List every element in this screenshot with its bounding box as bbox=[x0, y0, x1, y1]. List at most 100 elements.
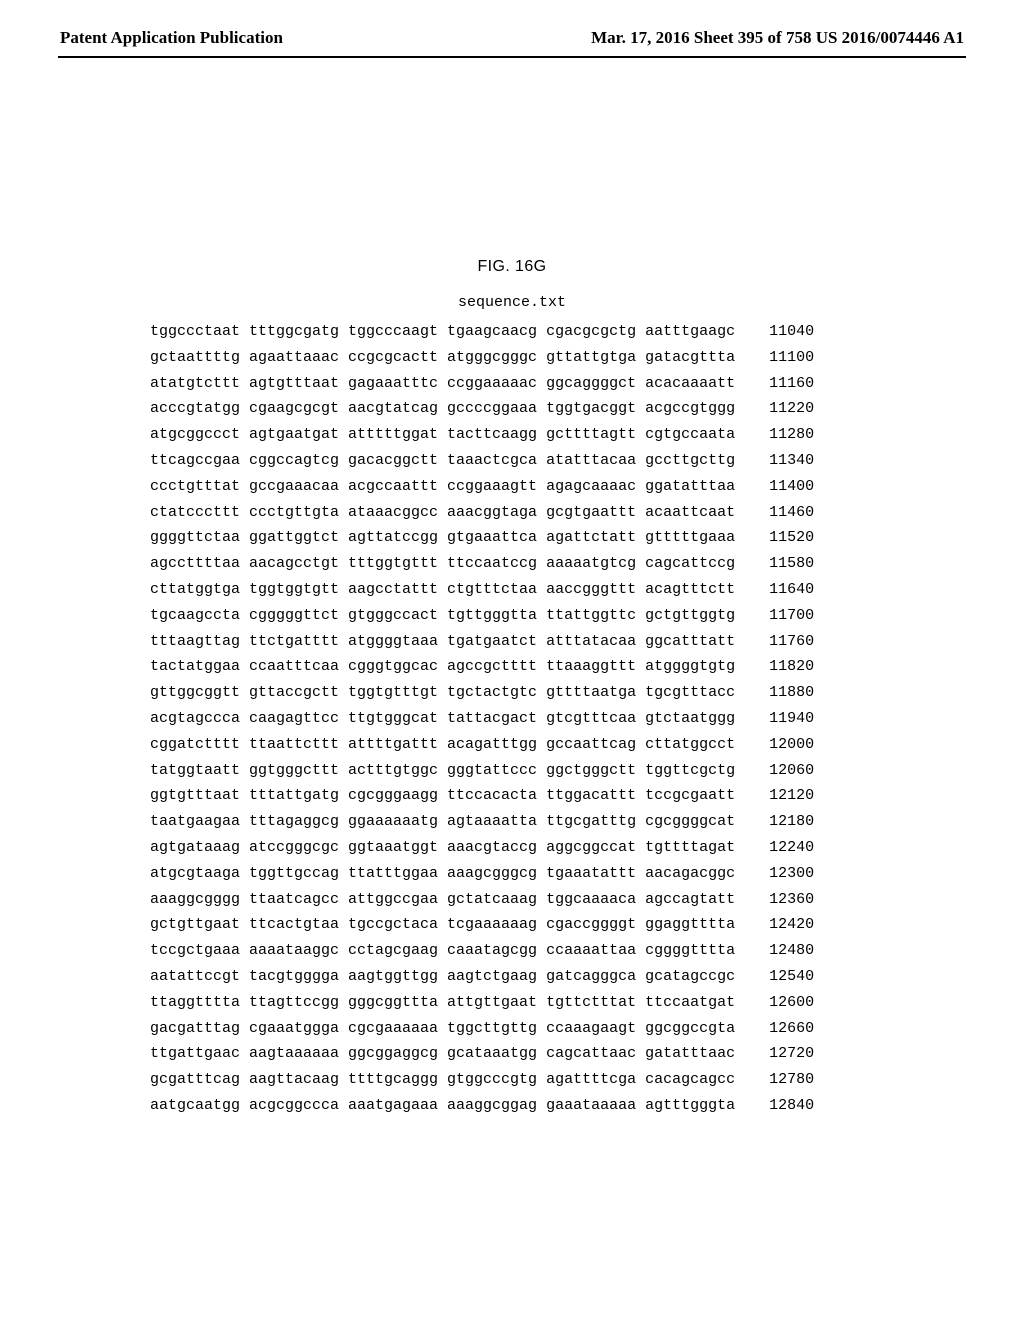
sequence-row: ttaggtttta ttagttccgg gggcggttta attgttg… bbox=[150, 990, 1024, 1016]
page-header: Patent Application Publication Mar. 17, … bbox=[0, 0, 1024, 56]
sequence-text: gcgatttcag aagttacaag ttttgcaggg gtggccc… bbox=[150, 1067, 735, 1093]
sequence-position: 11700 bbox=[769, 603, 814, 629]
sequence-text: aaaggcgggg ttaatcagcc attggccgaa gctatca… bbox=[150, 887, 735, 913]
sequence-text: cttatggtga tggtggtgtt aagcctattt ctgtttc… bbox=[150, 577, 735, 603]
sequence-row: cggatctttt ttaattcttt attttgattt acagatt… bbox=[150, 732, 1024, 758]
sequence-row: taatgaagaa tttagaggcg ggaaaaaatg agtaaaa… bbox=[150, 809, 1024, 835]
figure-subtitle: sequence.txt bbox=[0, 294, 1024, 311]
sequence-row: ctatcccttt ccctgttgta ataaacggcc aaacggt… bbox=[150, 500, 1024, 526]
sequence-position: 12360 bbox=[769, 887, 814, 913]
sequence-position: 11340 bbox=[769, 448, 814, 474]
sequence-text: gacgatttag cgaaatggga cgcgaaaaaa tggcttg… bbox=[150, 1016, 735, 1042]
sequence-text: ggtgtttaat tttattgatg cgcgggaagg ttccaca… bbox=[150, 783, 735, 809]
sequence-text: tggccctaat tttggcgatg tggcccaagt tgaagca… bbox=[150, 319, 735, 345]
sequence-text: taatgaagaa tttagaggcg ggaaaaaatg agtaaaa… bbox=[150, 809, 735, 835]
sequence-position: 12180 bbox=[769, 809, 814, 835]
sequence-text: cggatctttt ttaattcttt attttgattt acagatt… bbox=[150, 732, 735, 758]
sequence-text: tgcaagccta cgggggttct gtgggccact tgttggg… bbox=[150, 603, 735, 629]
sequence-row: aaaggcgggg ttaatcagcc attggccgaa gctatca… bbox=[150, 887, 1024, 913]
sequence-row: ttcagccgaa cggccagtcg gacacggctt taaactc… bbox=[150, 448, 1024, 474]
sequence-position: 12660 bbox=[769, 1016, 814, 1042]
sequence-row: agccttttaa aacagcctgt tttggtgttt ttccaat… bbox=[150, 551, 1024, 577]
sequence-position: 12720 bbox=[769, 1041, 814, 1067]
sequence-position: 11040 bbox=[769, 319, 814, 345]
sequence-text: ttcagccgaa cggccagtcg gacacggctt taaactc… bbox=[150, 448, 735, 474]
sequence-text: tttaagttag ttctgatttt atggggtaaa tgatgaa… bbox=[150, 629, 735, 655]
sequence-row: tactatggaa ccaatttcaa cgggtggcac agccgct… bbox=[150, 654, 1024, 680]
sequence-text: gttggcggtt gttaccgctt tggtgtttgt tgctact… bbox=[150, 680, 735, 706]
sequence-row: tgcaagccta cgggggttct gtgggccact tgttggg… bbox=[150, 603, 1024, 629]
sequence-row: tggccctaat tttggcgatg tggcccaagt tgaagca… bbox=[150, 319, 1024, 345]
sequence-position: 12120 bbox=[769, 783, 814, 809]
sequence-row: gacgatttag cgaaatggga cgcgaaaaaa tggcttg… bbox=[150, 1016, 1024, 1042]
sequence-row: tatggtaatt ggtgggcttt actttgtggc gggtatt… bbox=[150, 758, 1024, 784]
sequence-text: acccgtatgg cgaagcgcgt aacgtatcag gccccgg… bbox=[150, 396, 735, 422]
sequence-position: 11220 bbox=[769, 396, 814, 422]
sequence-text: gctgttgaat ttcactgtaa tgccgctaca tcgaaaa… bbox=[150, 912, 735, 938]
sequence-position: 12600 bbox=[769, 990, 814, 1016]
sequence-position: 11160 bbox=[769, 371, 814, 397]
sequence-text: agtgataaag atccgggcgc ggtaaatggt aaacgta… bbox=[150, 835, 735, 861]
sequence-text: agccttttaa aacagcctgt tttggtgttt ttccaat… bbox=[150, 551, 735, 577]
sequence-position: 12420 bbox=[769, 912, 814, 938]
sequence-text: atgcgtaaga tggttgccag ttatttggaa aaagcgg… bbox=[150, 861, 735, 887]
sequence-text: aatattccgt tacgtgggga aagtggttgg aagtctg… bbox=[150, 964, 735, 990]
sequence-text: ctatcccttt ccctgttgta ataaacggcc aaacggt… bbox=[150, 500, 735, 526]
figure-title: FIG. 16G bbox=[0, 258, 1024, 276]
sequence-position: 12540 bbox=[769, 964, 814, 990]
sequence-position: 11820 bbox=[769, 654, 814, 680]
sequence-position: 12780 bbox=[769, 1067, 814, 1093]
sequence-position: 12240 bbox=[769, 835, 814, 861]
sequence-text: ttgattgaac aagtaaaaaa ggcggaggcg gcataaa… bbox=[150, 1041, 735, 1067]
sequence-row: tttaagttag ttctgatttt atggggtaaa tgatgaa… bbox=[150, 629, 1024, 655]
header-divider bbox=[58, 56, 966, 58]
sequence-position: 11520 bbox=[769, 525, 814, 551]
sequence-position: 12300 bbox=[769, 861, 814, 887]
sequence-position: 11460 bbox=[769, 500, 814, 526]
sequence-row: gcgatttcag aagttacaag ttttgcaggg gtggccc… bbox=[150, 1067, 1024, 1093]
sequence-row: agtgataaag atccgggcgc ggtaaatggt aaacgta… bbox=[150, 835, 1024, 861]
sequence-row: ttgattgaac aagtaaaaaa ggcggaggcg gcataaa… bbox=[150, 1041, 1024, 1067]
sequence-position: 11640 bbox=[769, 577, 814, 603]
sequence-text: gctaattttg agaattaaac ccgcgcactt atgggcg… bbox=[150, 345, 735, 371]
sequence-row: acccgtatgg cgaagcgcgt aacgtatcag gccccgg… bbox=[150, 396, 1024, 422]
sequence-position: 11280 bbox=[769, 422, 814, 448]
sequence-row: acgtagccca caagagttcc ttgtgggcat tattacg… bbox=[150, 706, 1024, 732]
sequence-row: atgcggccct agtgaatgat atttttggat tacttca… bbox=[150, 422, 1024, 448]
sequence-text: tatggtaatt ggtgggcttt actttgtggc gggtatt… bbox=[150, 758, 735, 784]
sequence-position: 12060 bbox=[769, 758, 814, 784]
header-left: Patent Application Publication bbox=[60, 28, 283, 48]
sequence-position: 12480 bbox=[769, 938, 814, 964]
sequence-position: 12000 bbox=[769, 732, 814, 758]
sequence-text: ttaggtttta ttagttccgg gggcggttta attgttg… bbox=[150, 990, 735, 1016]
sequence-row: atatgtcttt agtgtttaat gagaaatttc ccggaaa… bbox=[150, 371, 1024, 397]
sequence-text: atatgtcttt agtgtttaat gagaaatttc ccggaaa… bbox=[150, 371, 735, 397]
sequence-row: aatgcaatgg acgcggccca aaatgagaaa aaaggcg… bbox=[150, 1093, 1024, 1119]
sequence-position: 11760 bbox=[769, 629, 814, 655]
sequence-text: aatgcaatgg acgcggccca aaatgagaaa aaaggcg… bbox=[150, 1093, 735, 1119]
sequence-row: aatattccgt tacgtgggga aagtggttgg aagtctg… bbox=[150, 964, 1024, 990]
sequence-row: ggggttctaa ggattggtct agttatccgg gtgaaat… bbox=[150, 525, 1024, 551]
sequence-position: 11940 bbox=[769, 706, 814, 732]
sequence-text: tactatggaa ccaatttcaa cgggtggcac agccgct… bbox=[150, 654, 735, 680]
header-right: Mar. 17, 2016 Sheet 395 of 758 US 2016/0… bbox=[591, 28, 964, 48]
sequence-position: 12840 bbox=[769, 1093, 814, 1119]
sequence-row: gctgttgaat ttcactgtaa tgccgctaca tcgaaaa… bbox=[150, 912, 1024, 938]
sequence-text: tccgctgaaa aaaataaggc cctagcgaag caaatag… bbox=[150, 938, 735, 964]
sequence-block: tggccctaat tttggcgatg tggcccaagt tgaagca… bbox=[0, 319, 1024, 1119]
sequence-row: tccgctgaaa aaaataaggc cctagcgaag caaatag… bbox=[150, 938, 1024, 964]
sequence-position: 11400 bbox=[769, 474, 814, 500]
sequence-row: ggtgtttaat tttattgatg cgcgggaagg ttccaca… bbox=[150, 783, 1024, 809]
sequence-row: atgcgtaaga tggttgccag ttatttggaa aaagcgg… bbox=[150, 861, 1024, 887]
sequence-row: gttggcggtt gttaccgctt tggtgtttgt tgctact… bbox=[150, 680, 1024, 706]
sequence-text: ccctgtttat gccgaaacaa acgccaattt ccggaaa… bbox=[150, 474, 735, 500]
sequence-row: cttatggtga tggtggtgtt aagcctattt ctgtttc… bbox=[150, 577, 1024, 603]
sequence-row: gctaattttg agaattaaac ccgcgcactt atgggcg… bbox=[150, 345, 1024, 371]
sequence-text: ggggttctaa ggattggtct agttatccgg gtgaaat… bbox=[150, 525, 735, 551]
sequence-position: 11580 bbox=[769, 551, 814, 577]
sequence-position: 11100 bbox=[769, 345, 814, 371]
sequence-position: 11880 bbox=[769, 680, 814, 706]
sequence-row: ccctgtttat gccgaaacaa acgccaattt ccggaaa… bbox=[150, 474, 1024, 500]
sequence-text: atgcggccct agtgaatgat atttttggat tacttca… bbox=[150, 422, 735, 448]
sequence-text: acgtagccca caagagttcc ttgtgggcat tattacg… bbox=[150, 706, 735, 732]
